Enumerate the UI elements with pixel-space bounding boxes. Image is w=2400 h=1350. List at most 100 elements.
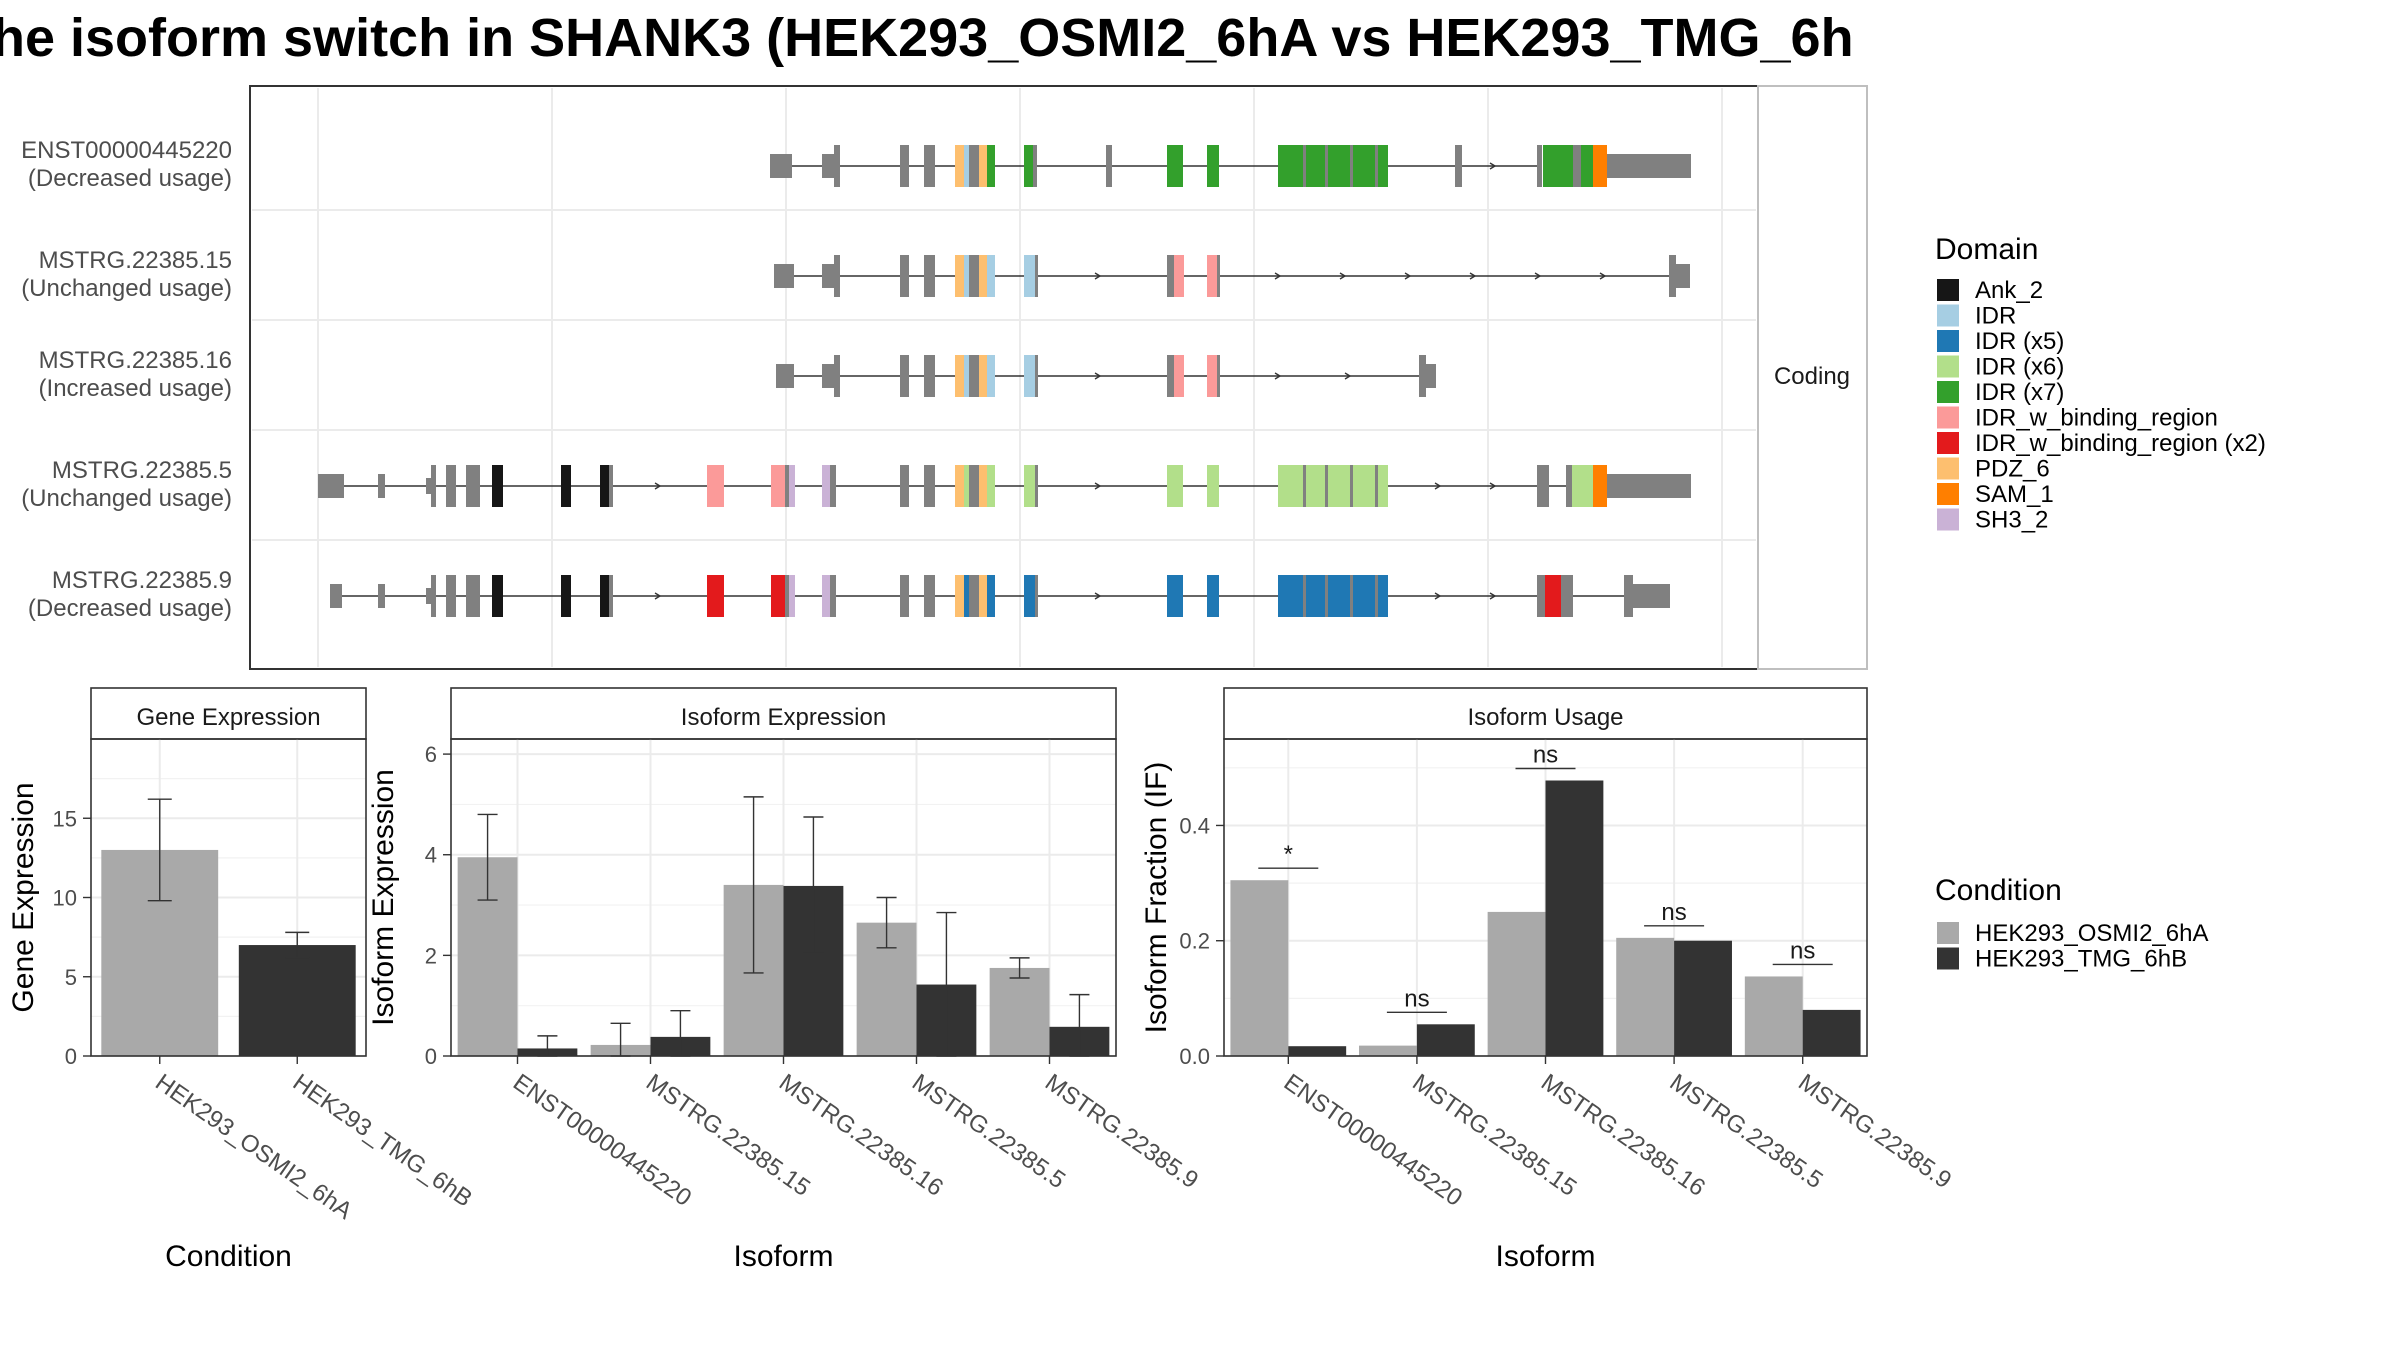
domain-segment	[789, 465, 795, 507]
transcript-name: MSTRG.22385.16	[39, 347, 232, 374]
domain-segment	[561, 465, 571, 507]
exon	[431, 575, 436, 617]
bar	[1487, 911, 1546, 1056]
exon	[1375, 575, 1378, 617]
exon	[466, 465, 480, 507]
y-tick-label: 2	[425, 943, 437, 968]
x-axis-title: Isoform	[733, 1240, 833, 1273]
exon	[1537, 145, 1542, 187]
strand-arrow	[654, 592, 662, 600]
bar-panel-3: Isoform Usage*nsnsnsns0.00.20.4ENST00000…	[1140, 687, 1956, 1273]
exon	[1303, 145, 1306, 187]
exon	[900, 255, 909, 297]
domain-segment	[822, 575, 830, 617]
exon	[1303, 465, 1306, 507]
domain-legend-title: Domain	[1935, 233, 2038, 266]
domain-segment	[561, 575, 571, 617]
exon	[318, 474, 344, 498]
y-tick-label: 0.2	[1179, 929, 1210, 954]
legend-swatch	[1937, 406, 1959, 429]
exon	[834, 255, 840, 297]
exon	[1303, 575, 1306, 617]
domain-segment	[979, 355, 987, 397]
exon	[1035, 355, 1038, 397]
domain-segment	[1024, 575, 1035, 617]
domain-segment	[771, 575, 785, 617]
exon	[1537, 575, 1545, 617]
domain-segment	[1278, 465, 1388, 507]
domain-segment	[1207, 355, 1217, 397]
domain-segment	[1167, 575, 1183, 617]
exon	[969, 255, 979, 297]
domain-segment	[987, 355, 995, 397]
domain-segment	[600, 465, 609, 507]
strand-arrow	[1094, 482, 1102, 490]
exon	[1217, 255, 1220, 297]
exon	[924, 355, 935, 397]
exon	[834, 355, 840, 397]
domain-segment	[955, 145, 964, 187]
y-axis-title: Isoform Expression	[367, 769, 400, 1026]
exon	[924, 575, 935, 617]
exon	[1537, 465, 1549, 507]
bar-panel-1: Gene Expression051015HEK293_OSMI2_6hAHEK…	[7, 687, 477, 1273]
strip-box	[1757, 85, 1868, 670]
domain-segment	[1543, 145, 1573, 187]
exon	[1573, 145, 1581, 187]
strand-arrow	[1599, 272, 1607, 280]
domain-segment	[979, 255, 987, 297]
domain-segment	[707, 465, 724, 507]
domain-segment	[789, 575, 795, 617]
exon	[1669, 255, 1676, 297]
exon	[466, 575, 480, 617]
legend-swatch	[1937, 381, 1959, 403]
structure-panel-border	[249, 85, 1759, 670]
strand-arrow	[1344, 372, 1352, 380]
domain-segment	[1593, 465, 1607, 507]
legend-label: PDZ_6	[1975, 456, 2050, 483]
legend-label: IDR_w_binding_region (x2)	[1975, 430, 2266, 457]
domain-segment	[955, 355, 964, 397]
transcript-name: MSTRG.22385.15	[39, 247, 232, 274]
legend-label: HEK293_TMG_6hB	[1975, 946, 2187, 973]
exon	[378, 584, 385, 608]
domain-segment	[1174, 255, 1184, 297]
significance-label: ns	[1404, 985, 1429, 1012]
transcript-usage: (Decreased usage)	[28, 595, 232, 622]
bar	[1230, 880, 1289, 1056]
legend-label: IDR (x5)	[1975, 328, 2064, 355]
domain-segment	[1167, 465, 1183, 507]
exon	[1375, 145, 1378, 187]
bar	[1616, 937, 1675, 1056]
strand-arrow	[1534, 272, 1542, 280]
domain-segment	[987, 145, 995, 187]
legend-swatch	[1937, 483, 1959, 505]
domain-segment	[771, 465, 785, 507]
significance-label: ns	[1533, 741, 1558, 768]
bar	[1744, 976, 1803, 1056]
bar	[1288, 1046, 1347, 1056]
transcript-row	[770, 145, 1691, 187]
y-axis-title: Isoform Fraction (IF)	[1140, 762, 1173, 1034]
legend-swatch	[1937, 922, 1959, 944]
y-tick-label: 0	[65, 1044, 77, 1069]
legend-label: SH3_2	[1975, 507, 2048, 534]
exon	[446, 575, 456, 617]
y-tick-label: 10	[53, 886, 77, 911]
strand-arrow	[1489, 162, 1497, 170]
panel-strip	[450, 687, 1117, 740]
y-tick-label: 6	[425, 742, 437, 767]
strand-arrow	[1434, 482, 1442, 490]
domain-segment	[964, 575, 969, 617]
figure-title: he isoform switch in SHANK3 (HEK293_OSMI…	[0, 8, 1854, 68]
exon	[785, 465, 789, 507]
transcript-row	[774, 255, 1690, 297]
bar	[1802, 1009, 1861, 1056]
significance-label: *	[1284, 841, 1293, 868]
exon	[924, 465, 935, 507]
domain-segment	[964, 255, 969, 297]
strand-arrow	[1434, 592, 1442, 600]
strand-arrow	[1469, 272, 1477, 280]
bar-panels: Gene Expression051015HEK293_OSMI2_6hAHEK…	[7, 687, 1956, 1273]
y-axis-title: Gene Expression	[7, 782, 40, 1012]
